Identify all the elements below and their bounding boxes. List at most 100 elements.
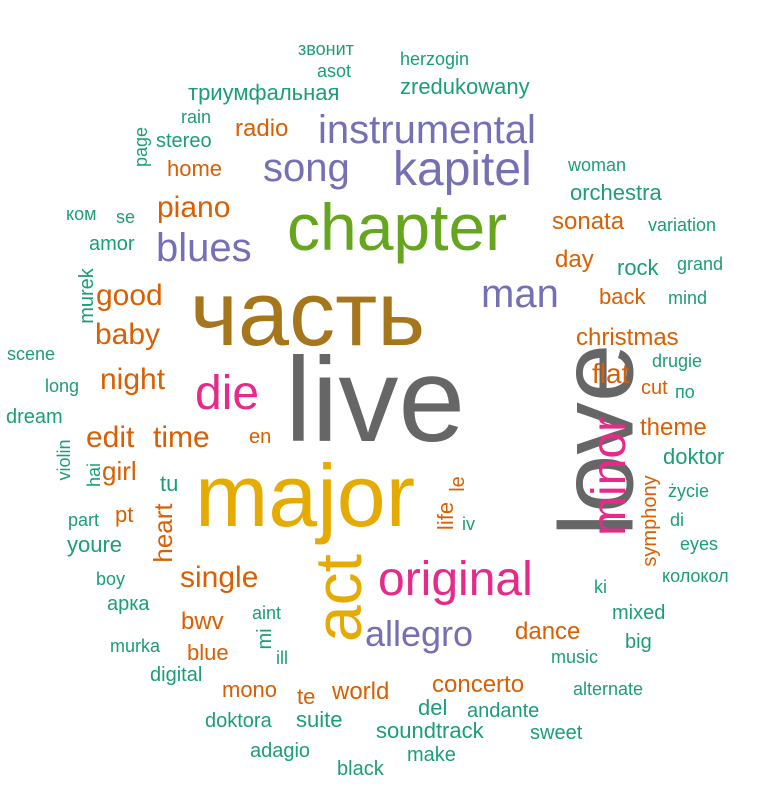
word-cut: cut — [641, 377, 668, 399]
word-concerto: concerto — [432, 671, 525, 698]
word-blues: blues — [156, 226, 252, 270]
word-man: man — [481, 272, 559, 316]
word-dream: dream — [6, 406, 63, 428]
word-night: night — [100, 363, 166, 396]
word-act: act — [301, 553, 375, 643]
word-die: die — [195, 367, 260, 420]
word-heart: heart — [148, 503, 178, 563]
word-make: make — [407, 744, 456, 766]
word-long: long — [45, 376, 80, 396]
word-di: di — [670, 510, 685, 530]
word-le: le — [447, 476, 469, 492]
word-sonata: sonata — [552, 208, 625, 235]
word-se: se — [116, 207, 136, 227]
word-sweet: sweet — [530, 722, 583, 744]
word-murek: murek — [76, 268, 98, 324]
word-del: del — [418, 695, 448, 720]
word-chast: часть — [190, 263, 426, 365]
word-scene: scene — [7, 344, 56, 364]
word-kolokol: колокол — [662, 566, 729, 586]
word-rain: rain — [181, 107, 212, 127]
word-chapter: chapter — [287, 190, 508, 264]
word-symphony: symphony — [639, 475, 661, 567]
word-digital: digital — [150, 664, 203, 686]
word-herzogin: herzogin — [400, 49, 470, 69]
word-youre: youre — [67, 532, 123, 557]
word-aint: aint — [252, 603, 282, 623]
word-instrumental: instrumental — [318, 108, 536, 152]
word-girl: girl — [102, 456, 137, 486]
word-part: part — [68, 510, 100, 530]
word-page: page — [131, 126, 151, 168]
word-life: life — [433, 501, 458, 531]
word-big: big — [625, 631, 652, 653]
word-asot: asot — [317, 61, 352, 81]
word-hai: hai — [84, 462, 104, 488]
word-andante: andante — [467, 700, 540, 722]
word-day: day — [555, 246, 594, 273]
word-woman: woman — [568, 155, 627, 175]
word-back: back — [599, 284, 646, 309]
word-te: te — [297, 684, 316, 709]
word-adagio: adagio — [250, 740, 311, 762]
word-good: good — [96, 279, 163, 312]
word-black: black — [337, 758, 384, 780]
word-music: music — [551, 647, 599, 667]
word-mind: mind — [668, 288, 708, 308]
word-radio: radio — [235, 115, 289, 142]
word-ill: ill — [276, 648, 288, 668]
word-original: original — [378, 553, 533, 606]
word-soundtrack: soundtrack — [376, 718, 484, 743]
word-song: song — [263, 146, 350, 190]
word-mi: mi — [254, 628, 276, 650]
word-dance: dance — [515, 618, 581, 645]
word-zycie: życie — [668, 481, 710, 501]
word-grand: grand — [677, 254, 724, 274]
word-mono: mono — [222, 677, 278, 702]
word-single: single — [180, 561, 259, 594]
word-blue: blue — [187, 640, 229, 665]
word-home: home — [167, 156, 223, 181]
word-baby: baby — [95, 318, 161, 351]
word-time: time — [153, 421, 210, 454]
word-zvonit: звонит — [298, 39, 354, 59]
word-amor: amor — [89, 233, 135, 255]
word-boy: boy — [96, 569, 126, 589]
word-edit: edit — [86, 421, 135, 454]
word-suite: suite — [296, 707, 343, 732]
word-live: live — [285, 333, 466, 467]
word-doktor: doktor — [663, 444, 725, 469]
word-minor: minor — [583, 415, 636, 537]
word-en: en — [249, 426, 272, 448]
word-drugie: drugie — [652, 351, 703, 371]
word-ki: ki — [594, 577, 607, 597]
word-stereo: stereo — [156, 130, 212, 152]
word-arka: арка — [107, 593, 150, 615]
word-pt: pt — [115, 502, 134, 527]
word-kom: ком — [66, 204, 97, 224]
word-theme: theme — [640, 414, 707, 441]
word-po: по — [675, 382, 695, 402]
word-mixed: mixed — [612, 602, 666, 624]
word-major: major — [195, 446, 416, 545]
word-bwv: bwv — [181, 608, 224, 635]
word-zredukowany: zredukowany — [400, 74, 530, 99]
word-alternate: alternate — [573, 679, 644, 699]
word-iv: iv — [462, 514, 475, 534]
word-world: world — [332, 678, 390, 705]
word-allegro: allegro — [365, 613, 474, 654]
word-kapitel: kapitel — [393, 143, 532, 196]
word-rock: rock — [617, 255, 659, 280]
word-eyes: eyes — [680, 534, 719, 554]
word-variation: variation — [648, 215, 717, 235]
word-violin: violin — [54, 439, 74, 481]
word-tu: tu — [160, 471, 179, 496]
word-orchestra: orchestra — [570, 180, 662, 205]
word-murka: murka — [110, 636, 161, 656]
word-flat: flat — [592, 358, 630, 389]
word-triumfalnaya: триумфальная — [188, 80, 340, 105]
word-christmas: christmas — [576, 324, 679, 351]
word-piano: piano — [157, 191, 231, 224]
word-doktora: doktora — [205, 710, 272, 732]
